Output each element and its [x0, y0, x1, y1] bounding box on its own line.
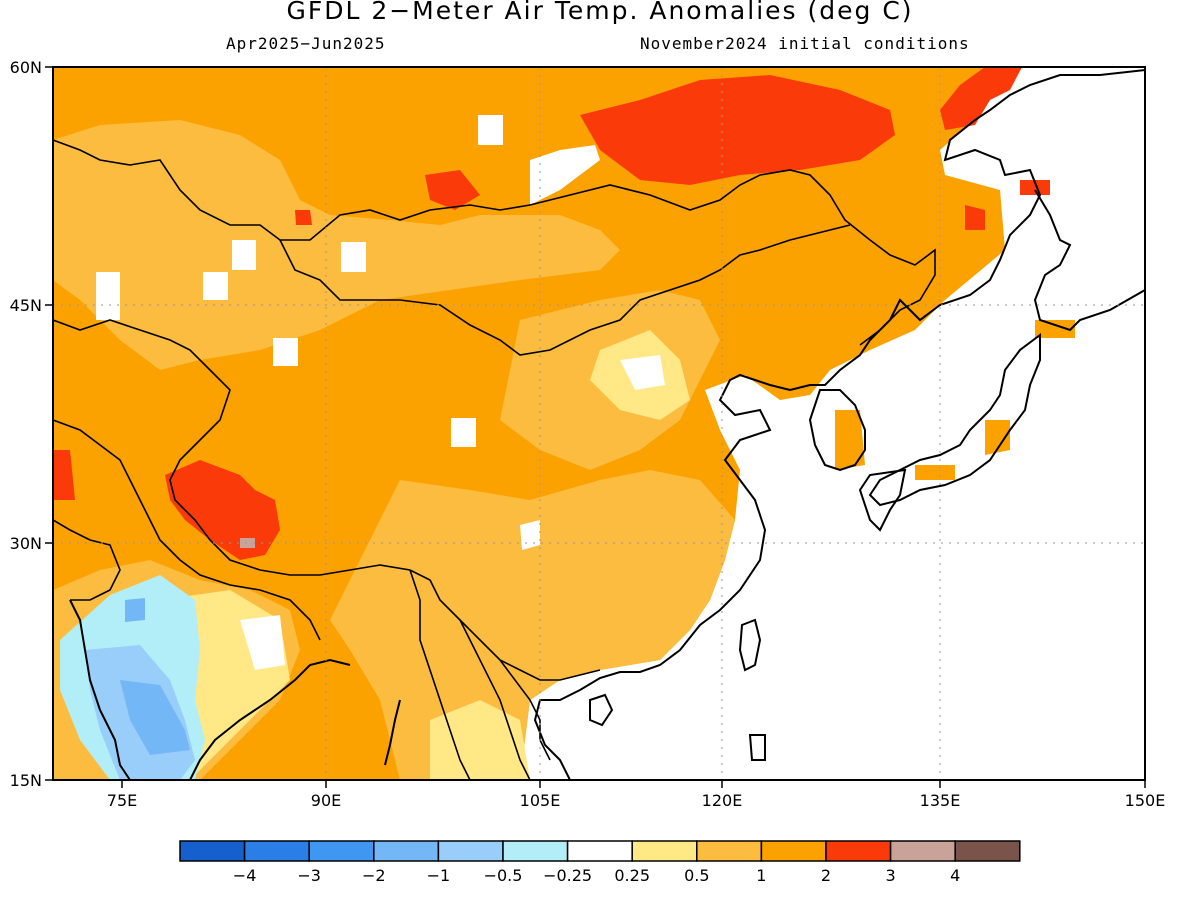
lon-label-150e: 150E — [1125, 791, 1166, 810]
colorbar-label: −4 — [233, 866, 257, 885]
colorbar-swatch — [373, 840, 440, 862]
anomaly-region-3-4 — [240, 538, 255, 548]
anomaly-region-0.5-1-c — [330, 470, 735, 780]
anomaly-region-2-3-tibet — [53, 450, 280, 560]
plot-frame — [52, 66, 1146, 781]
colorbar: −4 −3 −2 −1 −0.5 −0.25 0.25 0.5 1 2 3 4 — [179, 840, 1021, 885]
colorbar-label: −3 — [297, 866, 321, 885]
lon-label-120e: 120E — [702, 791, 743, 810]
axis-ticks — [45, 66, 1146, 788]
lon-label-90e: 90E — [311, 791, 341, 810]
anomaly-region-2-3-fareast — [940, 67, 1050, 230]
lon-label-75e: 75E — [107, 791, 137, 810]
colorbar-label: 1 — [756, 866, 766, 885]
anomaly-region-2-3-siberia — [580, 75, 895, 185]
lat-label-15n: 15N — [10, 771, 42, 790]
colorbar-swatch — [954, 840, 1021, 862]
colorbar-label: −1 — [427, 866, 451, 885]
colorbar-swatch — [825, 840, 892, 862]
colorbar-swatch — [502, 840, 569, 862]
lon-label-105e: 105E — [520, 791, 561, 810]
colorbar-swatch — [631, 840, 698, 862]
colorbar-swatch — [243, 840, 310, 862]
anomaly-field — [53, 67, 1145, 780]
anomaly-region-0.25-0.5-c — [430, 700, 530, 780]
anomaly-region-neg-1 — [120, 598, 190, 755]
colorbar-label: 3 — [886, 866, 896, 885]
grid-lines — [53, 67, 1145, 780]
colorbar-swatch — [760, 840, 827, 862]
colorbar-label: −0.25 — [543, 866, 592, 885]
initial-conditions: November2024 initial conditions — [640, 34, 970, 53]
anomaly-region-0.5-1 — [53, 120, 620, 370]
colorbar-swatch — [179, 840, 246, 862]
latitude-labels: 15N 30N 45N 60N — [10, 58, 42, 790]
coastlines — [69, 69, 1145, 780]
colorbar-label: 2 — [821, 866, 831, 885]
country-borders — [53, 139, 936, 780]
lat-label-60n: 60N — [10, 58, 42, 77]
anomaly-region-2-3-sayan — [295, 170, 480, 225]
colorbar-swatch — [889, 840, 956, 862]
colorbar-swatch — [437, 840, 504, 862]
colorbar-swatch — [566, 840, 633, 862]
anomaly-region-japan — [835, 320, 1075, 480]
colorbar-swatch — [308, 840, 375, 862]
colorbar-label: 4 — [950, 866, 960, 885]
forecast-period: Apr2025−Jun2025 — [226, 34, 386, 53]
colorbar-label: −0.5 — [484, 866, 523, 885]
colorbar-label: 0.5 — [684, 866, 709, 885]
lat-label-45n: 45N — [10, 296, 42, 315]
lat-label-30n: 30N — [10, 534, 42, 553]
lon-label-135e: 135E — [920, 791, 961, 810]
longitude-labels: 75E 90E 105E 120E 135E 150E — [107, 791, 1166, 810]
chart-title: GFDL 2−Meter Air Temp. Anomalies (deg C) — [286, 0, 914, 25]
colorbar-label: 0.25 — [614, 866, 650, 885]
colorbar-label: −2 — [362, 866, 386, 885]
colorbar-swatch — [696, 840, 763, 862]
